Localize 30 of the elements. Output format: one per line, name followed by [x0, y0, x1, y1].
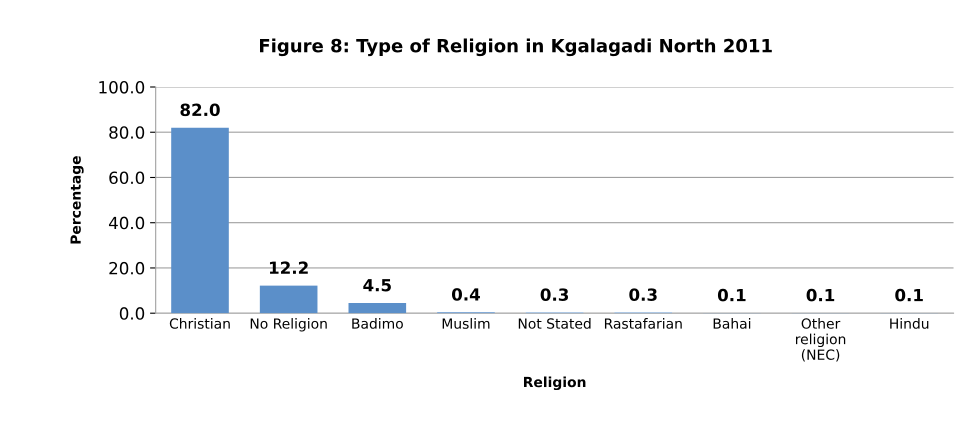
x-tick-label: Not Stated — [518, 318, 591, 329]
x-tick-label: Muslim — [442, 318, 490, 329]
chart-title: Figure 8: Type of Religion in Kgalagadi North 2011 — [260, 38, 772, 56]
y-axis-title: Percentage — [70, 156, 84, 244]
x-tick-label: Bahai — [714, 318, 750, 329]
x-tick-label: Hindu — [890, 318, 928, 329]
data-label: 0.4 — [452, 288, 480, 301]
data-label: 0.1 — [718, 288, 746, 302]
y-tick-label: 80.0 — [109, 126, 144, 139]
bar — [348, 303, 406, 314]
data-label: 0.3 — [540, 288, 568, 301]
bar — [260, 286, 318, 314]
x-tick-label: Badimo — [352, 318, 403, 329]
x-tick-label: Other religion (NEC) — [796, 318, 846, 362]
data-label: 12.2 — [270, 261, 308, 274]
y-tick-label: 100.0 — [99, 80, 144, 94]
data-label: 82.0 — [180, 104, 220, 116]
y-tick-label: 0.0 — [120, 307, 144, 320]
data-label: 4.5 — [363, 279, 391, 292]
y-tick-label: 60.0 — [109, 171, 144, 184]
x-tick-label: No Religion — [250, 318, 327, 332]
x-axis-title: Religion — [524, 376, 586, 390]
data-label: 0.1 — [895, 288, 923, 302]
y-tick-label: 40.0 — [108, 216, 144, 230]
data-label: 0.1 — [806, 288, 834, 302]
bar — [171, 128, 229, 314]
x-tick-label: Rastafarian — [604, 318, 682, 329]
data-label: 0.3 — [629, 288, 657, 301]
y-tick-label: 20.0 — [109, 262, 144, 275]
x-tick-label: Christian — [170, 318, 230, 329]
